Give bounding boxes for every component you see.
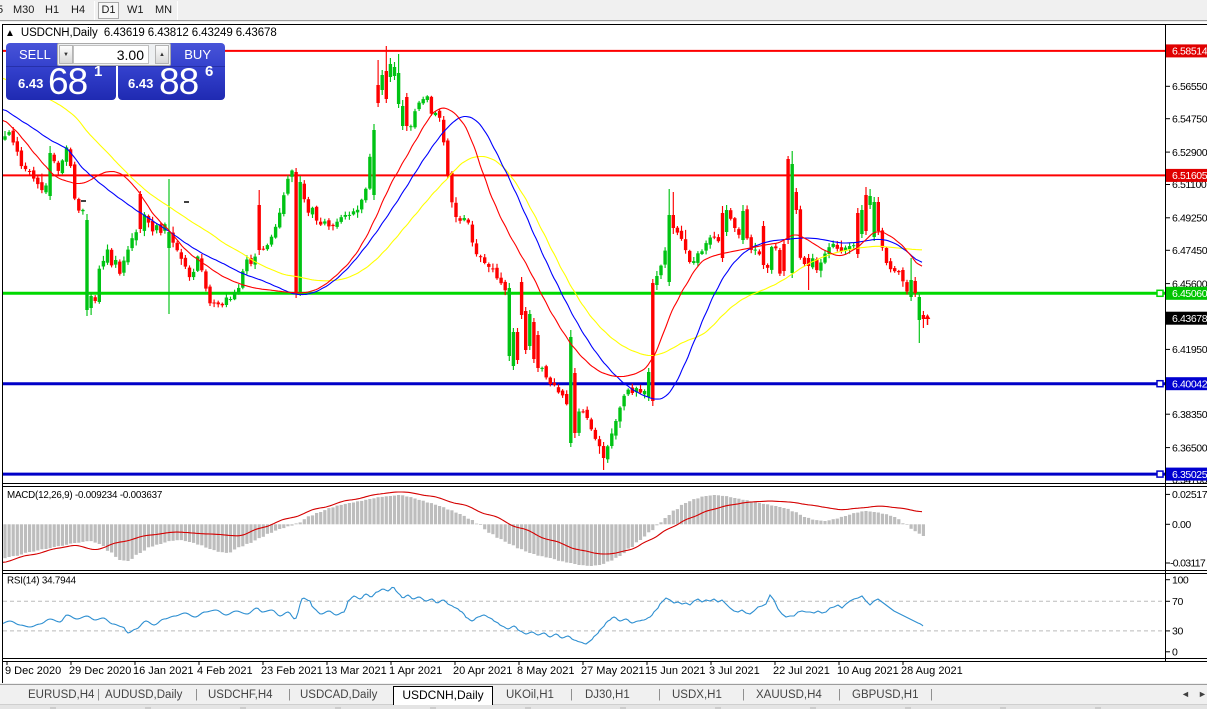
svg-text:20 Apr 2021: 20 Apr 2021 xyxy=(453,665,512,677)
svg-text:6.51605: 6.51605 xyxy=(1172,170,1207,182)
svg-text:15 Jun 2021: 15 Jun 2021 xyxy=(645,665,706,677)
svg-text:6.41950: 6.41950 xyxy=(1172,344,1207,356)
svg-text:29 Dec 2020: 29 Dec 2020 xyxy=(69,665,131,677)
svg-text:6.49250: 6.49250 xyxy=(1172,213,1207,225)
svg-text:27 May 2021: 27 May 2021 xyxy=(581,665,645,677)
svg-text:3 Jul 2021: 3 Jul 2021 xyxy=(709,665,760,677)
svg-text:6.35025: 6.35025 xyxy=(1172,469,1207,481)
svg-text:22 Jul 2021: 22 Jul 2021 xyxy=(773,665,830,677)
svg-text:6.56550: 6.56550 xyxy=(1172,81,1207,93)
svg-text:6.40042: 6.40042 xyxy=(1172,378,1207,390)
svg-text:6.52900: 6.52900 xyxy=(1172,147,1207,159)
svg-text:9 Dec 2020: 9 Dec 2020 xyxy=(5,665,61,677)
svg-text:8 May 2021: 8 May 2021 xyxy=(517,665,574,677)
svg-text:10 Aug 2021: 10 Aug 2021 xyxy=(837,665,899,677)
svg-text:28 Aug 2021: 28 Aug 2021 xyxy=(901,665,963,677)
svg-text:0.00: 0.00 xyxy=(1172,519,1191,531)
svg-text:23 Feb 2021: 23 Feb 2021 xyxy=(261,665,323,677)
svg-text:RSI(14) 34.7944: RSI(14) 34.7944 xyxy=(7,576,77,587)
svg-text:6.58514: 6.58514 xyxy=(1172,46,1207,58)
svg-text:6.36500: 6.36500 xyxy=(1172,442,1207,454)
svg-text:6.43678: 6.43678 xyxy=(1172,313,1207,325)
svg-text:MACD(12,26,9) -0.009234 -0.003: MACD(12,26,9) -0.009234 -0.003637 xyxy=(7,490,162,501)
svg-text:6.47450: 6.47450 xyxy=(1172,245,1207,257)
svg-text:70: 70 xyxy=(1172,596,1183,608)
svg-text:6.45060: 6.45060 xyxy=(1172,288,1207,300)
svg-text:6.54750: 6.54750 xyxy=(1172,113,1207,125)
svg-text:30: 30 xyxy=(1172,626,1183,638)
svg-text:1 Apr 2021: 1 Apr 2021 xyxy=(389,665,442,677)
svg-text:6.51100: 6.51100 xyxy=(1172,179,1207,191)
svg-text:-0.03117: -0.03117 xyxy=(1170,558,1206,570)
svg-text:0: 0 xyxy=(1172,647,1178,659)
svg-text:13 Mar 2021: 13 Mar 2021 xyxy=(325,665,387,677)
svg-text:6.38350: 6.38350 xyxy=(1172,409,1207,421)
svg-text:100: 100 xyxy=(1172,574,1189,586)
svg-text:0.02517: 0.02517 xyxy=(1172,489,1207,501)
svg-text:4 Feb 2021: 4 Feb 2021 xyxy=(197,665,253,677)
svg-text:16 Jan 2021: 16 Jan 2021 xyxy=(133,665,194,677)
